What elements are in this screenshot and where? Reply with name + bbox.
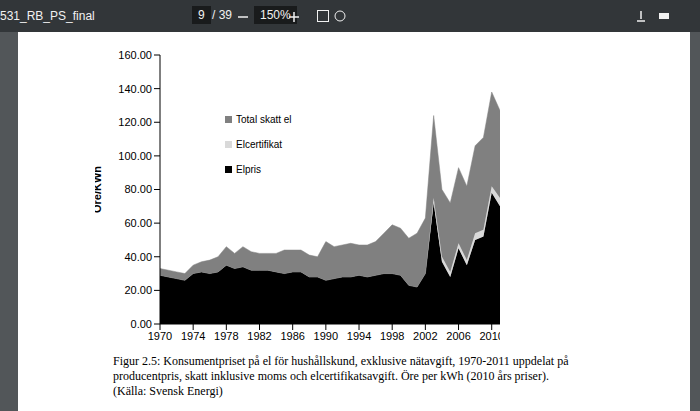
svg-text:1970: 1970 (148, 330, 172, 342)
svg-text:2002: 2002 (413, 330, 437, 342)
svg-text:Öre/KWh: Öre/KWh (95, 166, 103, 213)
html-text:9: 9 (198, 8, 205, 22)
html-text:/ 39: / 39 (212, 8, 232, 22)
svg-text:1982: 1982 (247, 330, 271, 342)
html-text:Figur 2.5: Konsumentpriset på: Figur 2.5: Konsumentpriset på el för hus… (113, 354, 569, 368)
svg-text:1986: 1986 (280, 330, 304, 342)
svg-text:2010: 2010 (479, 330, 500, 342)
svg-text:1998: 1998 (380, 330, 404, 342)
html-text:Elcertifikat: Elcertifikat (236, 139, 283, 150)
svg-text:0.00: 0.00 (131, 318, 152, 330)
svg-text:140.00: 140.00 (118, 83, 152, 95)
svg-text:2006: 2006 (446, 330, 470, 342)
svg-text:1978: 1978 (214, 330, 238, 342)
html-text:(Källa: Svensk Energi): (Källa: Svensk Energi) (113, 384, 223, 398)
svg-text:60.00: 60.00 (124, 217, 152, 229)
svg-text:1990: 1990 (314, 330, 338, 342)
svg-text:40.00: 40.00 (124, 251, 152, 263)
svg-text:1974: 1974 (181, 330, 205, 342)
html-text:531_RB_PS_final: 531_RB_PS_final (0, 9, 95, 23)
html-text:producentpris, skatt inklusive: producentpris, skatt inklusive moms och … (113, 369, 549, 383)
svg-text:80.00: 80.00 (124, 183, 152, 195)
svg-text:160.00: 160.00 (118, 49, 152, 61)
svg-text:1994: 1994 (347, 330, 371, 342)
svg-text:100.00: 100.00 (118, 150, 152, 162)
svg-text:20.00: 20.00 (124, 284, 152, 296)
html-text:150%: 150% (260, 8, 291, 22)
html-text:Total skatt el: Total skatt el (236, 114, 292, 125)
html-text:Elpris: Elpris (236, 164, 261, 175)
svg-text:120.00: 120.00 (118, 116, 152, 128)
